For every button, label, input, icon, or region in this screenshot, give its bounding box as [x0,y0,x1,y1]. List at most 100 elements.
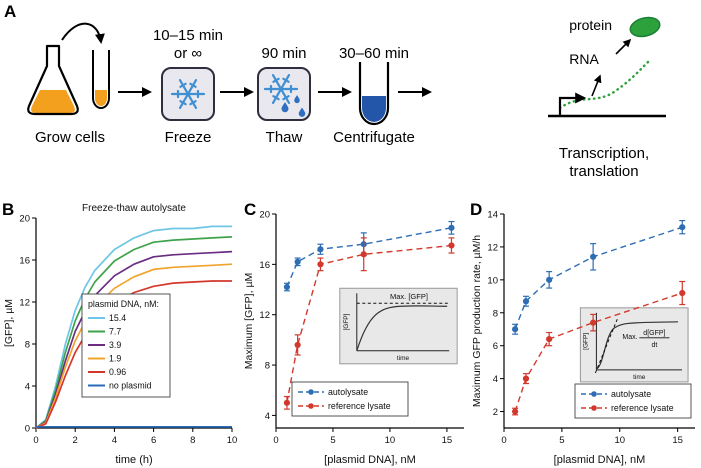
svg-text:2: 2 [73,435,78,446]
rna-label: RNA [569,51,599,67]
svg-text:no plasmid: no plasmid [109,381,152,391]
chart-c-max-gfp: 0 5 10 15 4 8 12 16 20 [plasmid DNA], nM Maximum [… [243,210,464,466]
freeze-time-line2: or ∞ [174,45,203,62]
legend-lysates: autolysate reference lysate [574,383,692,419]
axes: 0 5 10 15 2 4 6 8 10 12 14 [plasmid DNA], nM Maximum… [471,210,695,466]
transcription-label-line1: Transcription, [559,145,649,162]
svg-text:Max. [GFP]: Max. [GFP] [390,292,428,301]
svg-text:16: 16 [259,260,270,271]
svg-text:10: 10 [614,435,625,446]
svg-text:8: 8 [493,308,498,319]
inset-max-rate: Max. d[GFP] dt [GFP] time [579,307,689,383]
svg-text:[GFP]: [GFP] [582,333,589,350]
svg-text:4: 4 [265,411,270,422]
svg-text:8: 8 [265,361,270,372]
svg-text:Freeze-thaw autolysate: Freeze-thaw autolysate [82,203,186,214]
svg-text:10: 10 [487,275,498,286]
panel-d-label: D [470,200,483,219]
transcription-label-line2: translation [569,163,638,180]
svg-text:time: time [633,374,646,381]
svg-text:autolysate: autolysate [328,387,368,397]
svg-text:0: 0 [501,435,506,446]
svg-text:time: time [397,355,410,362]
svg-text:3.9: 3.9 [109,340,121,350]
rna-squiggle-icon [558,60,650,110]
freeze-label: Freeze [165,129,212,146]
panel-b-label: B [2,200,15,219]
svg-text:2: 2 [493,407,498,418]
svg-text:20: 20 [259,210,270,221]
tube-icon [92,50,110,109]
flask-to-tube-arrow [61,22,105,44]
panel-c-label: C [244,200,257,219]
centrifuge-tube-icon [358,62,390,126]
svg-text:Maximum [GFP], µM: Maximum [GFP], µM [243,273,255,369]
centrifugate-time: 30–60 min [339,45,409,62]
svg-text:1.9: 1.9 [109,354,121,364]
series-autolysate [283,220,455,292]
svg-text:4: 4 [112,435,117,446]
chart-b-gfp-timecourse: 0 2 4 6 8 10 0 4 8 12 16 20 time (h) [GFP], µM Freeze-… [3,203,237,466]
svg-text:0: 0 [25,424,30,435]
svg-text:20: 20 [19,214,30,225]
svg-text:4: 4 [25,382,30,393]
svg-text:Maximum GFP production rate, µ: Maximum GFP production rate, µM/h [471,235,483,407]
series-autolysate [512,219,686,335]
axes: 0 5 10 15 4 8 12 16 20 [plasmid DNA], nM Maximum [… [243,210,464,466]
svg-text:7.7: 7.7 [109,327,121,337]
chart-d-max-rate: 0 5 10 15 2 4 6 8 10 12 14 [plasmid DNA], nM Maximum… [471,210,695,466]
svg-text:[plasmid DNA], nM: [plasmid DNA], nM [324,454,416,466]
legend-plasmid-dna: plasmid DNA, nM: 15.4 7.7 3.9 1.9 0.96 no plas… [81,293,171,398]
protein-blob-icon [629,16,661,38]
svg-text:5: 5 [559,435,564,446]
panel-a-label: A [4,2,17,21]
centrifugate-label: Centrifugate [333,129,415,146]
flask-icon [27,44,79,116]
svg-text:d[GFP]: d[GFP] [643,330,665,337]
series-reference-lysate [512,280,686,416]
svg-text:15: 15 [672,435,683,446]
svg-text:6: 6 [493,341,498,352]
promoter-icon [558,92,587,115]
svg-text:8: 8 [25,340,30,351]
svg-text:12: 12 [487,242,498,253]
svg-text:plasmid DNA, nM:: plasmid DNA, nM: [88,299,159,309]
translation-arrow [615,38,632,55]
svg-text:reference lysate: reference lysate [328,401,391,411]
axes: 0 2 4 6 8 10 0 4 8 12 16 20 time (h) [GFP], µM Freeze-… [3,203,237,466]
svg-text:time (h): time (h) [115,454,152,466]
svg-text:10: 10 [227,435,238,446]
svg-text:4: 4 [493,374,498,385]
legend-lysates: autolysate reference lysate [291,381,409,417]
svg-text:5: 5 [330,435,335,446]
inset-max-gfp: Max. [GFP] [GFP] time [339,287,458,365]
svg-text:[GFP]: [GFP] [343,313,350,330]
thaw-label: Thaw [266,129,303,146]
svg-text:reference lysate: reference lysate [611,403,674,413]
workflow-diagram: Grow cells 10–15 min or ∞ Freeze 90 min … [27,16,666,180]
svg-text:8: 8 [190,435,195,446]
svg-text:15.4: 15.4 [109,313,126,323]
svg-text:0.96: 0.96 [109,367,126,377]
svg-text:[GFP], µM: [GFP], µM [3,299,15,347]
thaw-time: 90 min [261,45,306,62]
svg-text:15: 15 [442,435,453,446]
transcription-arrow [591,74,602,97]
svg-text:12: 12 [19,298,30,309]
svg-text:Max.: Max. [622,334,637,341]
svg-text:6: 6 [151,435,156,446]
freeze-time-line1: 10–15 min [153,27,223,44]
svg-text:[plasmid DNA], nM: [plasmid DNA], nM [554,454,646,466]
grow-cells-label: Grow cells [35,129,105,146]
svg-text:0: 0 [273,435,278,446]
protein-label: protein [569,17,612,33]
svg-text:16: 16 [19,256,30,267]
svg-text:14: 14 [487,210,498,221]
svg-text:dt: dt [651,342,657,349]
svg-text:12: 12 [259,310,270,321]
svg-text:autolysate: autolysate [611,389,651,399]
series-reference-lysate [283,237,455,410]
svg-text:0: 0 [33,435,38,446]
svg-text:10: 10 [385,435,396,446]
